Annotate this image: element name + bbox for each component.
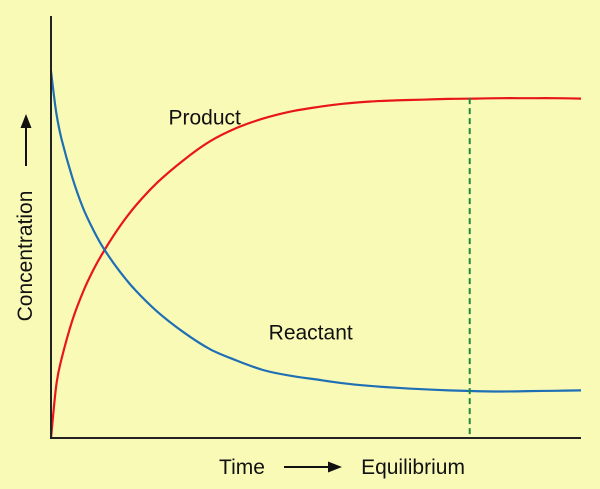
- series-line-reactant: [49, 71, 582, 393]
- annotation-product: Product: [169, 106, 242, 129]
- x-axis-label: Time: [219, 456, 265, 479]
- series-layer: [49, 71, 582, 439]
- x-axis-arrow-icon: [284, 461, 342, 473]
- annotation-reactant: Reactant: [269, 322, 353, 345]
- series-line-product: [49, 97, 582, 439]
- x-axis-label-suffix: Equilibrium: [361, 456, 465, 479]
- y-axis-arrow-icon: [20, 114, 32, 166]
- y-axis-label: Concentration: [14, 191, 37, 322]
